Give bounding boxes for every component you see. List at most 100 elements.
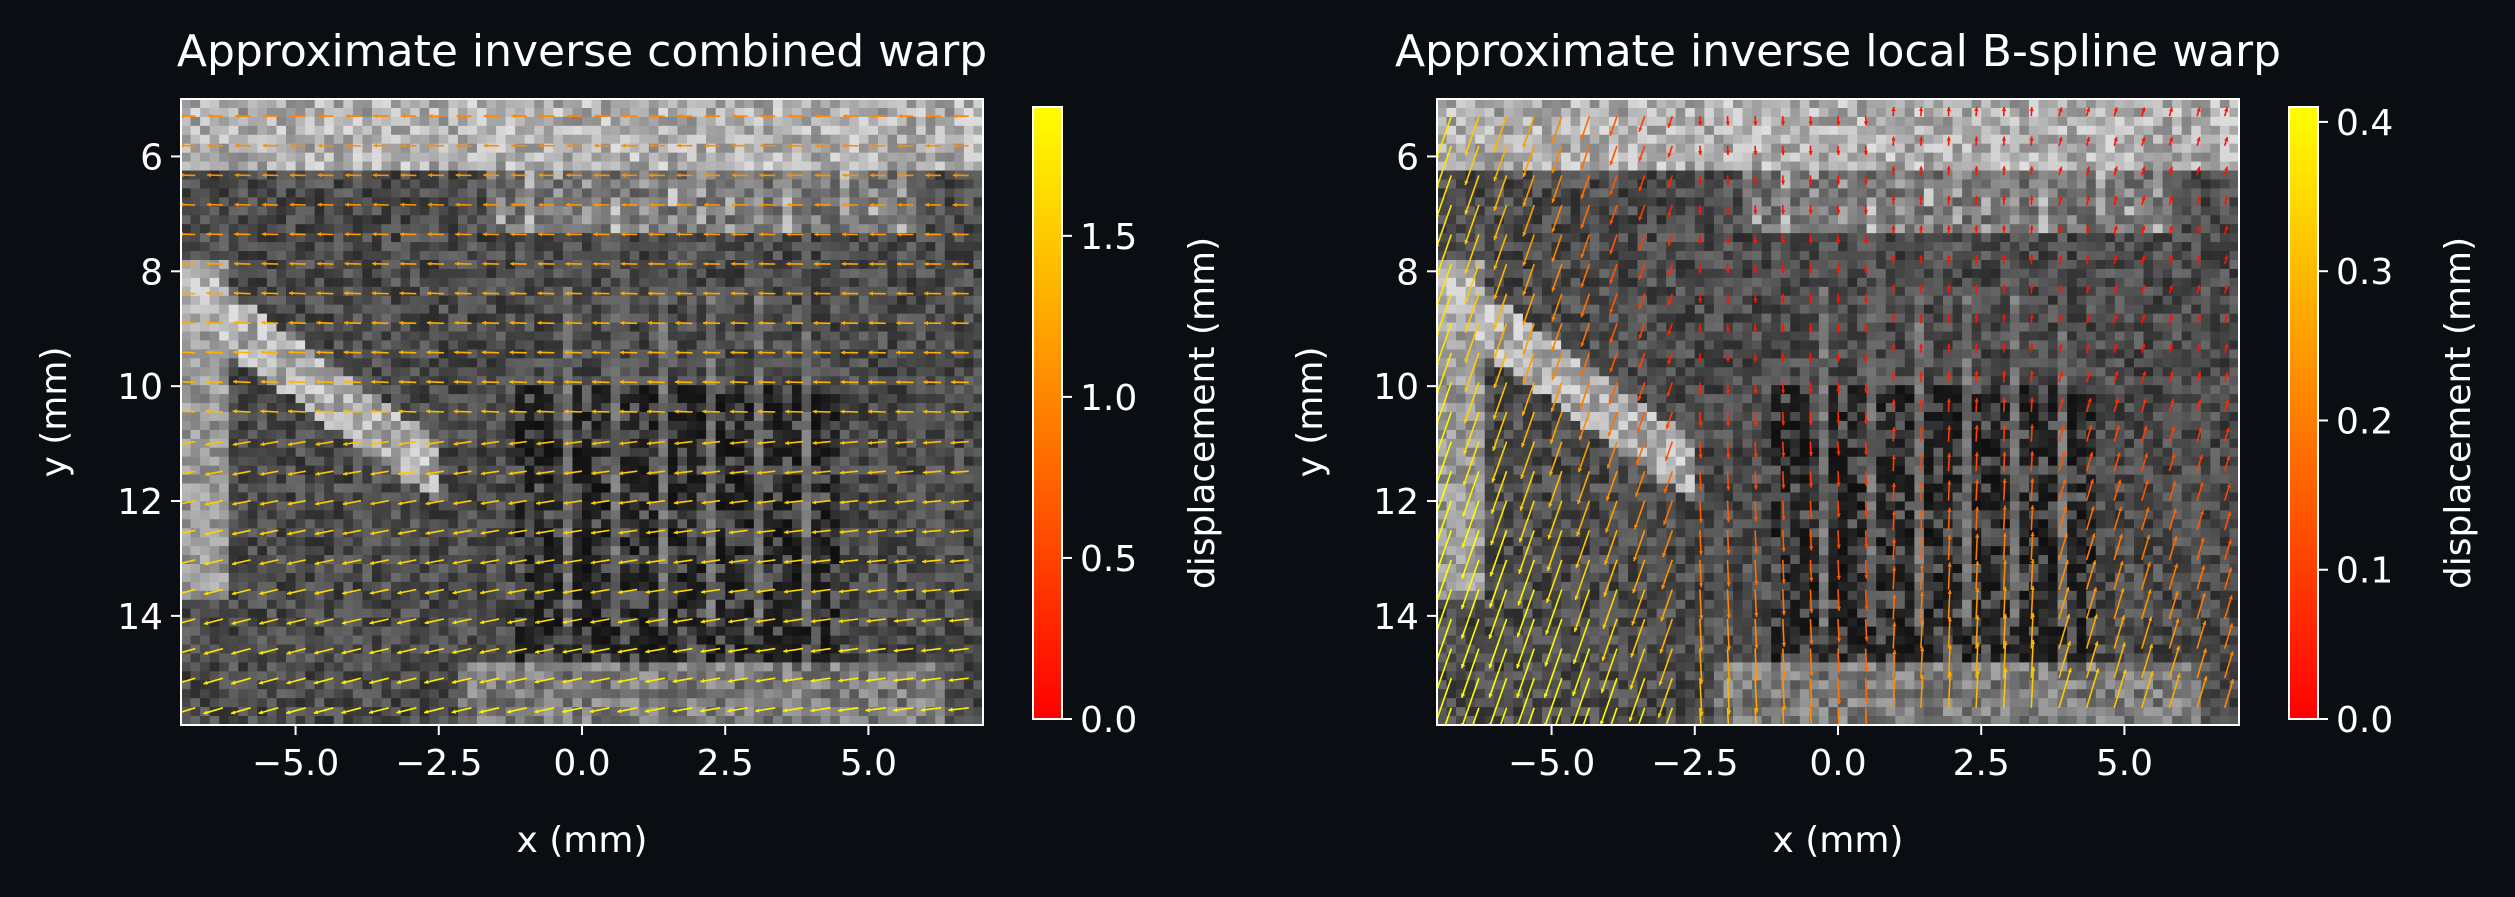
quiver-arrowhead (564, 379, 569, 385)
quiver-arrow (181, 470, 196, 475)
quiver-arrowhead (1753, 517, 1759, 522)
quiver-arrowhead (952, 261, 957, 267)
quiver-arrow (1637, 707, 1646, 725)
quiver-arrowhead (1578, 467, 1583, 473)
quiver-arrowhead (1753, 453, 1758, 458)
quiver-arrowhead (2092, 560, 2097, 565)
quiver-arrowhead (1919, 481, 1924, 486)
quiver-arrowhead (231, 680, 236, 685)
quiver-arrowhead (483, 113, 488, 119)
quiver-arrowhead (1947, 480, 1952, 485)
quiver-arrowhead (2224, 107, 2229, 112)
quiver-arrow (1522, 145, 1535, 178)
quiver-arrow (1634, 470, 1646, 498)
quiver-arrowhead (369, 560, 375, 565)
quiver-arrow (2141, 670, 2154, 709)
quiver-arrow (1580, 263, 1591, 288)
quiver-arrow (2141, 561, 2151, 590)
quiver-arrowhead (2170, 398, 2175, 404)
quiver-arrowhead (2113, 166, 2118, 171)
quiver-arrowhead (1863, 298, 1868, 303)
quiver-arrow (1809, 678, 1813, 708)
quiver-arrow (1551, 145, 1563, 174)
quiver-arrow (1437, 204, 1453, 249)
quiver-arrowhead (1946, 425, 1952, 430)
quiver-arrowhead (207, 143, 212, 148)
quiver-arrowhead (2225, 399, 2230, 405)
quiver-arrowhead (2169, 371, 2174, 376)
quiver-arrowhead (1753, 151, 1758, 155)
quiver-arrowhead (1864, 575, 1869, 580)
quiver-arrowhead (1551, 139, 1556, 144)
quiver-arrow (1947, 535, 1951, 560)
quiver-arrowhead (704, 202, 708, 207)
quiver-arrowhead (1946, 371, 1951, 375)
quiver-arrow (1572, 648, 1591, 697)
quiver-arrow (181, 618, 196, 624)
quiver-arrow (1837, 648, 1840, 674)
quiver-arrowhead (1725, 390, 1731, 395)
quiver-arrowhead (1546, 598, 1551, 603)
quiver-arrow (1550, 382, 1563, 413)
quiver-arrowhead (810, 648, 816, 653)
quiver-arrow (1499, 707, 1508, 725)
quiver-arrowhead (1667, 123, 1672, 128)
quiver-arrowhead (948, 707, 953, 712)
quiver-arrowhead (621, 202, 626, 207)
quiver-arrowhead (703, 320, 707, 326)
x-tick-label: 0.0 (1809, 743, 1866, 784)
quiver-arrowhead (424, 709, 429, 714)
quiver-arrowhead (1946, 225, 1951, 230)
quiver-arrowhead (2030, 505, 2035, 510)
quiver-arrowhead (1489, 571, 1494, 577)
quiver-arrowhead (261, 320, 266, 325)
quiver-arrowhead (702, 379, 707, 385)
quiver-arrowhead (2058, 314, 2063, 319)
quiver-arrow (181, 559, 196, 565)
quiver-arrowhead (287, 561, 292, 566)
quiver-arrowhead (894, 559, 899, 564)
quiver-arrowhead (2086, 107, 2091, 112)
quiver-arrowhead (1836, 482, 1841, 487)
quiver-arrow (2223, 595, 2233, 620)
quiver-arrowhead (2086, 137, 2091, 142)
quiver-arrowhead (1863, 121, 1868, 126)
quiver-arrowhead (2224, 344, 2229, 349)
quiver-arrowhead (757, 379, 762, 385)
quiver-arrowhead (1599, 753, 1603, 758)
quiver-arrowhead (787, 143, 792, 148)
quiver-arrowhead (428, 173, 433, 178)
quiver-arrowhead (371, 379, 376, 384)
quiver-arrowhead (786, 232, 791, 237)
quiver-arrowhead (867, 440, 872, 445)
quiver-arrowhead (2168, 225, 2173, 231)
quiver-arrowhead (893, 678, 898, 683)
quiver-arrowhead (1809, 546, 1814, 551)
quiver-arrowhead (341, 650, 347, 655)
quiver-arrowhead (2094, 641, 2099, 646)
quiver-arrowhead (204, 531, 209, 536)
quiver-arrowhead (1891, 399, 1896, 404)
quiver-arrowhead (2029, 195, 2034, 200)
quiver-arrowhead (538, 143, 543, 148)
quiver-arrow (1575, 530, 1591, 569)
quiver-arrowhead (731, 173, 736, 178)
quiver-arrowhead (867, 500, 872, 505)
quiver-arrowhead (1725, 239, 1730, 244)
quiver-arrowhead (1551, 227, 1556, 233)
quiver-arrowhead (372, 232, 377, 237)
quiver-arrowhead (867, 470, 872, 475)
quiver-arrow (1516, 589, 1535, 638)
quiver-arrowhead (455, 232, 460, 237)
quiver-arrowhead (952, 202, 957, 207)
colorbar: 0.0 0.1 0.2 0.3 0.4 displacement (mm) (2288, 103, 2479, 741)
quiver-arrowhead (1464, 298, 1469, 304)
quiver-arrowhead (1974, 254, 1979, 259)
quiver-arrow (1782, 559, 1785, 584)
quiver-arrowhead (2141, 255, 2146, 260)
quiver-arrowhead (1609, 338, 1614, 343)
quiver-arrowhead (1519, 506, 1524, 511)
quiver-arrowhead (2003, 586, 2008, 591)
quiver-arrow (1551, 204, 1563, 233)
